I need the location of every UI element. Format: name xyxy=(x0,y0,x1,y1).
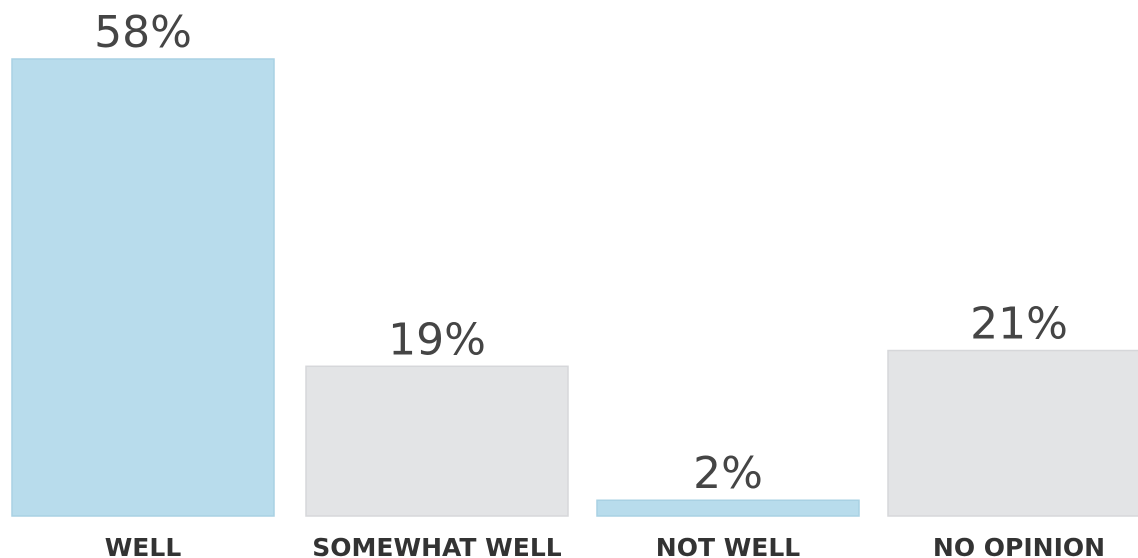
bar-well xyxy=(11,58,275,517)
value-label-no-opinion: 21% xyxy=(970,299,1068,350)
value-label-well: 58% xyxy=(94,7,192,58)
bar-no-opinion xyxy=(887,349,1138,517)
bar-not-well xyxy=(596,499,860,517)
category-label-somewhat-well: SOMEWHAT WELL xyxy=(312,533,561,558)
value-label-somewhat-well: 19% xyxy=(388,314,486,365)
category-label-not-well: NOT WELL xyxy=(656,533,801,558)
bar-somewhat-well xyxy=(305,365,569,517)
value-label-not-well: 2% xyxy=(693,448,763,499)
category-label-no-opinion: NO OPINION xyxy=(933,533,1105,558)
bars-group xyxy=(11,58,1138,517)
category-labels-group: WELL SOMEWHAT WELL NOT WELL NO OPINION xyxy=(105,533,1105,558)
category-label-well: WELL xyxy=(105,533,182,558)
value-labels-group: 58% 19% 2% 21% xyxy=(94,7,1068,499)
